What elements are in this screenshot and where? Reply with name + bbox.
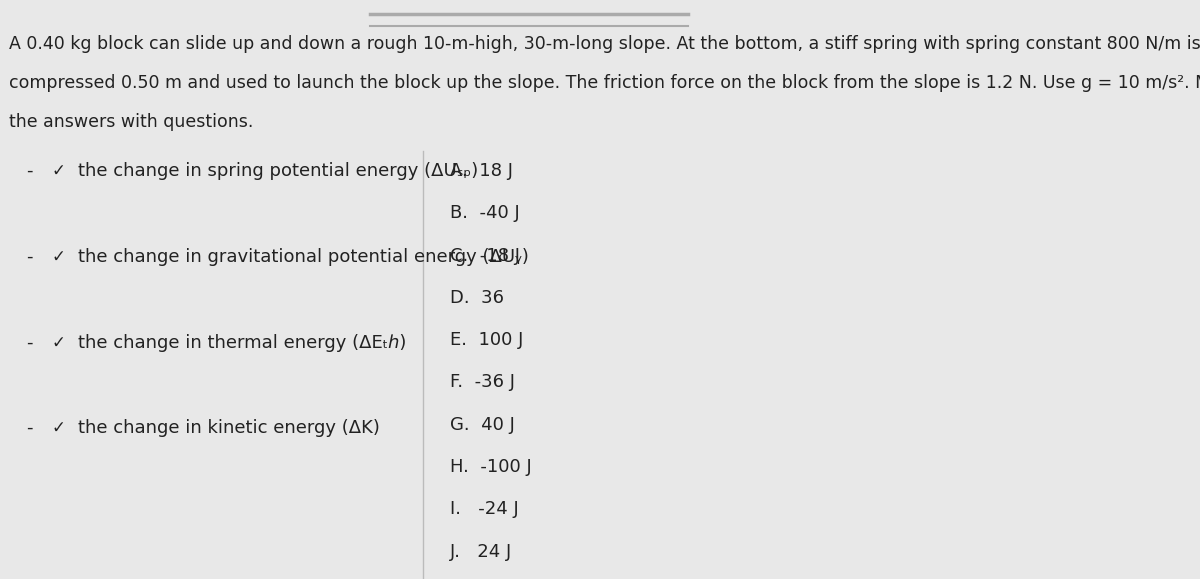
Text: ✓: ✓ bbox=[52, 248, 65, 266]
Text: ✓: ✓ bbox=[52, 419, 65, 437]
Text: B.  -40 J: B. -40 J bbox=[450, 204, 520, 222]
Text: -: - bbox=[26, 419, 32, 437]
Text: A.  18 J: A. 18 J bbox=[450, 162, 512, 180]
Text: J.   24 J: J. 24 J bbox=[450, 543, 511, 560]
Text: I.   -24 J: I. -24 J bbox=[450, 500, 518, 518]
Text: H.  -100 J: H. -100 J bbox=[450, 458, 532, 476]
Text: the change in spring potential energy (ΔUₛₚ): the change in spring potential energy (Δ… bbox=[78, 162, 478, 180]
Text: the change in gravitational potential energy (ΔUᵧ): the change in gravitational potential en… bbox=[78, 248, 528, 266]
Text: ✓: ✓ bbox=[52, 334, 65, 351]
Text: ✓: ✓ bbox=[52, 162, 65, 180]
Text: -: - bbox=[26, 334, 32, 351]
Text: -: - bbox=[26, 248, 32, 266]
Text: compressed 0.50 m and used to launch the block up the slope. The friction force : compressed 0.50 m and used to launch the… bbox=[8, 74, 1200, 92]
Text: E.  100 J: E. 100 J bbox=[450, 331, 523, 349]
Text: -: - bbox=[26, 162, 32, 180]
Text: the answers with questions.: the answers with questions. bbox=[8, 113, 253, 131]
Text: G.  40 J: G. 40 J bbox=[450, 416, 515, 434]
Text: the change in kinetic energy (ΔK): the change in kinetic energy (ΔK) bbox=[78, 419, 379, 437]
Text: the change in thermal energy (ΔEₜℎ): the change in thermal energy (ΔEₜℎ) bbox=[78, 334, 406, 351]
Text: A 0.40 kg block can slide up and down a rough 10-m-high, 30-m-long slope. At the: A 0.40 kg block can slide up and down a … bbox=[8, 35, 1200, 53]
Text: F.  -36 J: F. -36 J bbox=[450, 373, 515, 391]
Text: D.  36: D. 36 bbox=[450, 289, 504, 307]
Text: C.  -18 J: C. -18 J bbox=[450, 247, 520, 265]
